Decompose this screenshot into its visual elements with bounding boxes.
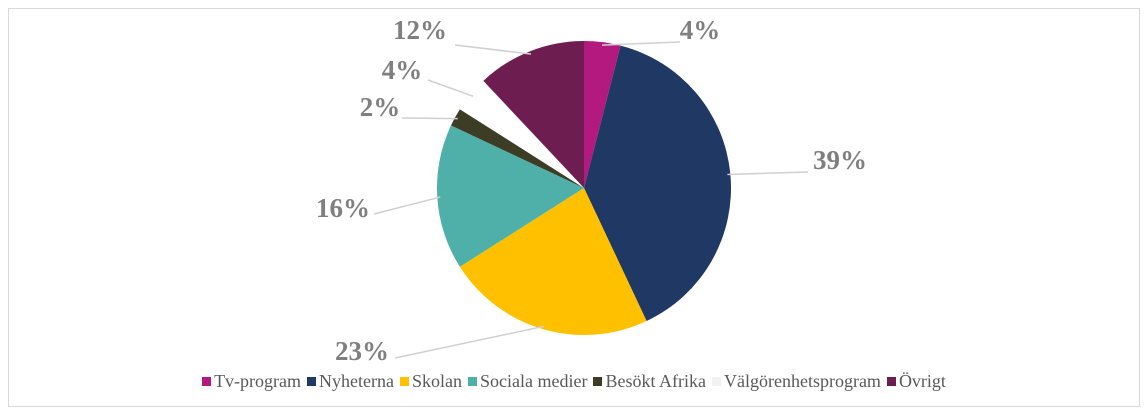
legend-item: Besökt Afrika [593,371,706,392]
legend-swatch [307,377,317,386]
data-label: 4% [680,15,721,45]
legend-item: Övrigt [886,371,946,392]
leader-line [394,325,544,359]
leader-line [727,171,809,176]
leader-line [427,79,474,97]
data-label: 4% [382,55,423,85]
legend-swatch [468,377,478,386]
leader-line [602,41,681,46]
data-label: 2% [360,92,401,122]
legend-swatch [886,377,896,386]
legend-label: Tv-program [214,371,302,391]
pie-slice [437,125,584,267]
legend-swatch [202,377,212,386]
legend-swatch [400,377,409,386]
legend-label: Nyheterna [319,371,394,391]
pie-slice [459,188,647,335]
legend-label: Övrigt [898,371,946,391]
pie-slice [459,80,584,188]
pie-slice [584,41,621,188]
legend: Tv-program Nyheterna Skolan Sociala medier B… [0,371,1148,392]
leader-line [373,196,441,215]
pie-slice [450,109,584,188]
leader-line [401,117,458,120]
legend-item: Nyheterna [307,371,394,392]
legend-item: Sociala medier [468,371,587,392]
data-label: 12% [393,15,447,45]
legend-swatch [711,377,721,386]
legend-item: Välgörenhetsprogram [711,371,881,392]
leader-line [454,44,532,55]
pie-slice [483,41,584,188]
legend-label: Besökt Afrika [605,371,706,391]
pie-slice [584,45,731,322]
data-label: 23% [335,336,389,366]
legend-item: Skolan [400,371,462,392]
data-label: 16% [316,193,370,223]
legend-label: Skolan [412,371,463,391]
legend-label: Välgörenhetsprogram [723,371,881,391]
legend-label: Sociala medier [480,371,588,391]
legend-item: Tv-program [202,371,301,392]
legend-swatch [593,377,603,386]
data-label: 39% [813,145,867,175]
